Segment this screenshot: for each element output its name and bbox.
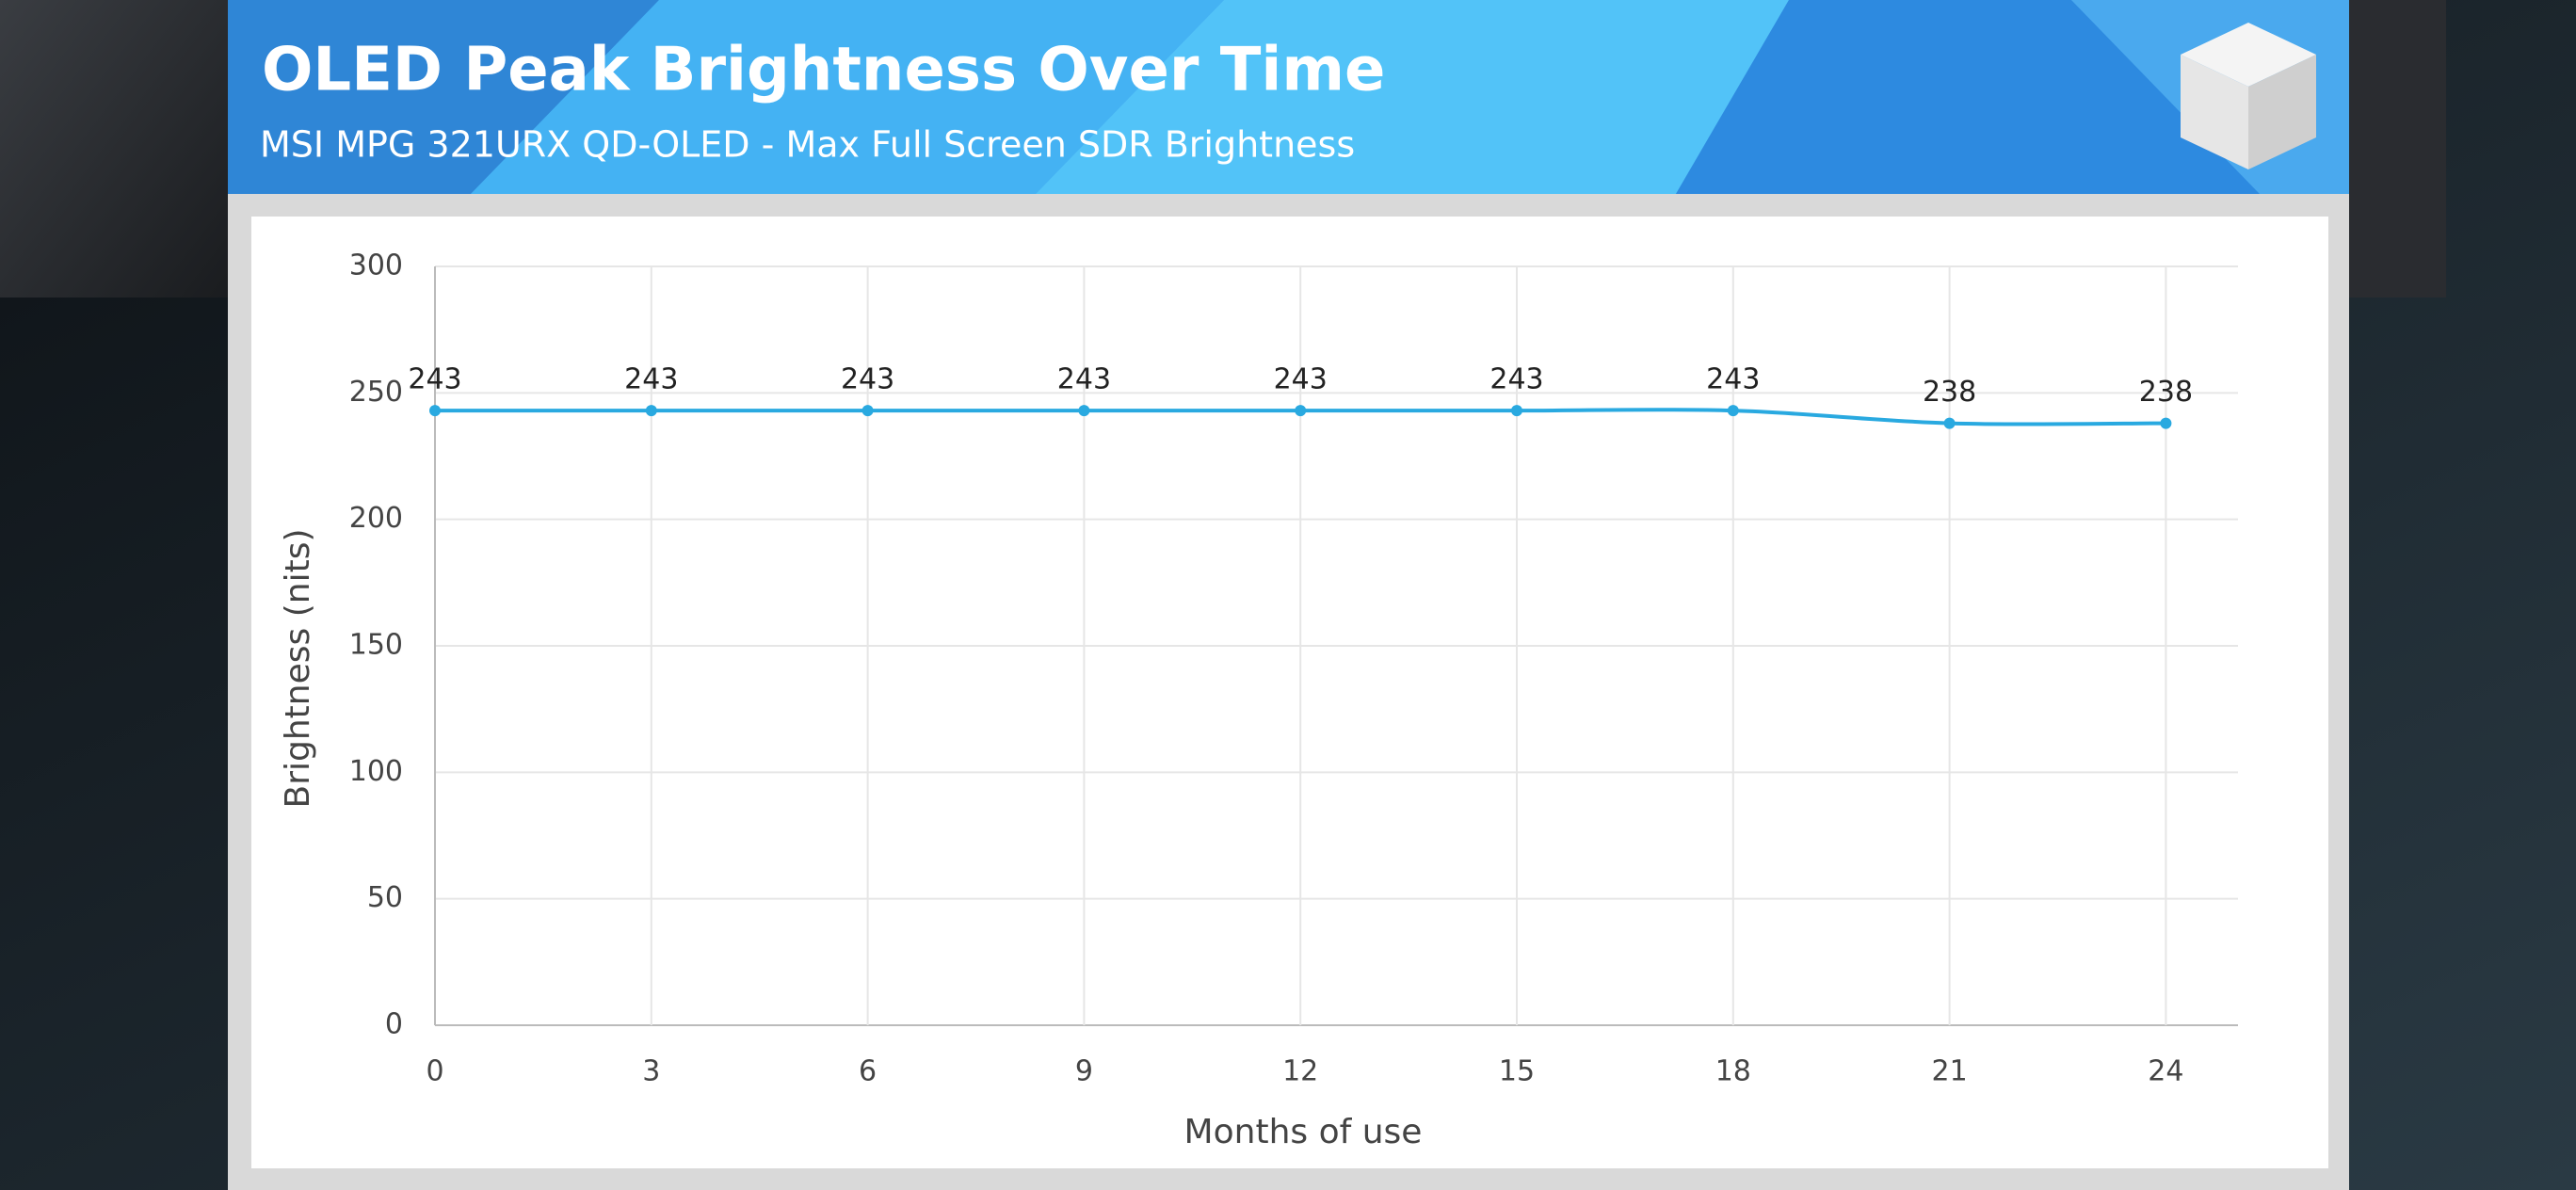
y-tick-label: 100 (349, 755, 403, 788)
x-tick-label: 0 (426, 1055, 443, 1088)
y-tick-label: 0 (385, 1008, 403, 1041)
x-tick-label: 3 (642, 1055, 660, 1088)
x-tick-label: 15 (1499, 1055, 1535, 1088)
shape (1036, 0, 1789, 194)
data-label: 243 (1057, 363, 1111, 396)
y-tick-label: 250 (349, 376, 403, 409)
x-axis-label: Months of use (1184, 1113, 1423, 1151)
data-label: 238 (2139, 376, 2193, 409)
data-label: 238 (1923, 376, 1976, 409)
x-tick-label: 6 (859, 1055, 877, 1088)
shape (471, 0, 1224, 194)
side-panel (0, 0, 228, 298)
y-tick-label: 200 (349, 502, 403, 535)
shape (228, 0, 659, 194)
data-label: 243 (1489, 363, 1543, 396)
x-tick-label: 12 (1282, 1055, 1318, 1088)
data-label: 243 (408, 363, 461, 396)
data-point (1295, 405, 1307, 417)
data-point (645, 405, 657, 417)
x-tick-label: 24 (2148, 1055, 2183, 1088)
data-point (429, 405, 441, 417)
chart-title: OLED Peak Brightness Over Time (262, 36, 1385, 105)
data-label: 243 (624, 363, 678, 396)
data-label: 243 (1706, 363, 1760, 396)
x-tick-label: 21 (1932, 1055, 1968, 1088)
y-tick-label: 150 (349, 629, 403, 662)
x-tick-label: 9 (1075, 1055, 1093, 1088)
y-tick-label: 50 (367, 881, 403, 914)
shape (1676, 0, 2260, 194)
data-point (1511, 405, 1522, 417)
cube-icon (2181, 55, 2248, 169)
side-panel (2349, 0, 2446, 298)
cube-icon (2248, 55, 2316, 169)
y-axis-label: Brightness (nits) (279, 529, 317, 809)
plot-panel (251, 217, 2328, 1168)
data-point (861, 405, 874, 417)
data-point (1078, 405, 1090, 417)
data-label: 243 (1274, 363, 1328, 396)
data-point (1727, 405, 1739, 417)
header: OLED Peak Brightness Over Time MSI MPG 3… (228, 0, 2349, 194)
data-label: 243 (841, 363, 894, 396)
y-tick-label: 300 (349, 249, 403, 282)
chart-subtitle: MSI MPG 321URX QD-OLED - Max Full Screen… (260, 124, 1355, 166)
data-point (2160, 417, 2172, 429)
data-point (1943, 417, 1956, 429)
x-tick-label: 18 (1715, 1055, 1751, 1088)
